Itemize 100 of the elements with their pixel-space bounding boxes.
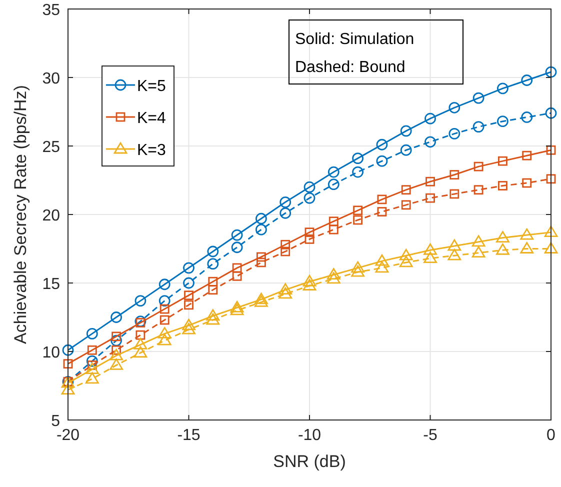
point (256, 224, 267, 236)
point (377, 194, 387, 204)
point (522, 150, 532, 160)
point (110, 334, 122, 346)
point (546, 174, 556, 184)
point (520, 242, 534, 254)
x-tick-label: -20 (56, 427, 80, 444)
point (351, 261, 364, 273)
point (85, 372, 99, 384)
point (353, 215, 362, 225)
x-tick-label: -10 (298, 427, 322, 444)
annotation: Dashed: Bound (295, 59, 406, 76)
point (400, 125, 412, 137)
point (328, 178, 340, 190)
point (158, 295, 170, 307)
point (375, 254, 389, 266)
point (110, 358, 123, 370)
point (498, 156, 508, 166)
point (498, 181, 508, 190)
point (496, 243, 510, 255)
point (112, 332, 121, 342)
point (280, 196, 292, 208)
point (448, 239, 462, 251)
point (304, 228, 314, 238)
point (232, 263, 242, 273)
point (110, 312, 122, 323)
point (302, 274, 316, 286)
point (474, 185, 484, 195)
point (545, 66, 557, 78)
point (280, 246, 290, 256)
y-tick-label: 15 (42, 276, 60, 293)
point (426, 176, 435, 186)
point (160, 304, 170, 314)
point (183, 262, 194, 274)
point (134, 338, 148, 350)
point (158, 334, 172, 346)
point (158, 278, 170, 290)
point (280, 207, 292, 219)
point (230, 300, 244, 312)
point (472, 246, 486, 258)
point (254, 292, 268, 304)
point (136, 330, 146, 340)
point (352, 166, 364, 178)
point (208, 276, 218, 286)
x-tick-label: -15 (177, 427, 200, 444)
point (206, 313, 220, 325)
point (184, 290, 194, 300)
point (304, 234, 314, 244)
point (376, 155, 388, 167)
point (424, 112, 436, 124)
point (545, 107, 557, 119)
point (85, 362, 99, 374)
x-axis-title: SNR (dB) (273, 452, 346, 471)
point (497, 82, 508, 94)
x-tick-label: -5 (423, 427, 438, 444)
y-tick-label: 35 (42, 2, 60, 19)
point (399, 248, 413, 260)
point (399, 256, 413, 268)
legend-label: K=3 (137, 142, 166, 159)
y-tick-label: 30 (42, 70, 60, 88)
point (521, 112, 533, 123)
point (401, 185, 411, 195)
point (544, 226, 558, 238)
point (86, 328, 98, 340)
point (450, 189, 460, 199)
point (61, 383, 75, 395)
y-tick-label: 10 (42, 344, 60, 362)
point (182, 322, 196, 334)
point (520, 228, 534, 240)
point (497, 116, 508, 128)
point (351, 265, 364, 277)
point (208, 285, 218, 295)
point (63, 359, 73, 369)
point (448, 102, 460, 114)
point (256, 252, 266, 262)
point (280, 240, 290, 250)
y-tick-label: 5 (51, 413, 60, 430)
point (375, 261, 389, 273)
point (328, 216, 338, 226)
y-tick-label: 20 (42, 208, 60, 224)
point (206, 309, 220, 321)
point (110, 348, 123, 360)
legend-label: K=5 (137, 78, 166, 95)
point (182, 318, 196, 330)
point (231, 229, 243, 241)
point (521, 74, 533, 86)
point (424, 243, 437, 255)
point (326, 272, 340, 284)
point (256, 212, 267, 224)
point (424, 252, 437, 264)
point (134, 316, 146, 328)
point (448, 128, 460, 140)
point (62, 344, 74, 356)
point (207, 258, 219, 270)
point (426, 193, 435, 203)
point (231, 242, 243, 254)
point (304, 181, 316, 193)
point (87, 345, 97, 355)
point (207, 246, 219, 258)
point (254, 295, 268, 307)
